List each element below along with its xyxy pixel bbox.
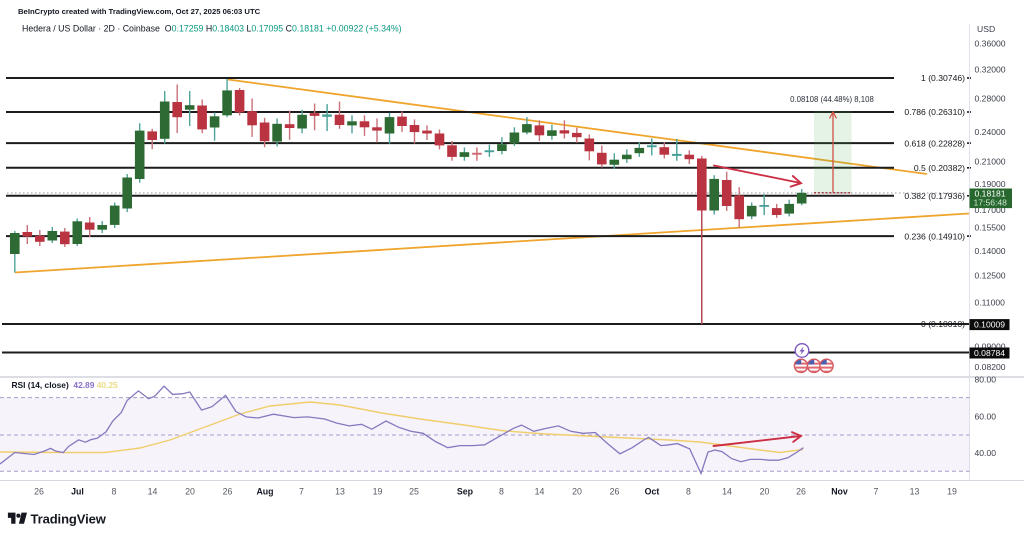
svg-text:26: 26 bbox=[34, 487, 44, 497]
svg-text:8: 8 bbox=[686, 487, 691, 497]
svg-text:1 (0.30746): 1 (0.30746) bbox=[921, 73, 965, 83]
svg-text:20: 20 bbox=[760, 487, 770, 497]
svg-text:Jul: Jul bbox=[71, 487, 84, 497]
svg-text:20: 20 bbox=[185, 487, 195, 497]
svg-text:TradingView: TradingView bbox=[31, 512, 107, 527]
svg-text:26: 26 bbox=[610, 487, 620, 497]
svg-text:Nov: Nov bbox=[831, 487, 848, 497]
svg-text:0 (0.10010): 0 (0.10010) bbox=[921, 319, 965, 329]
svg-text:RSI (14, close) 42.89 40.25: RSI (14, close) 42.89 40.25 bbox=[12, 380, 119, 390]
svg-text:0.786 (0.26310): 0.786 (0.26310) bbox=[904, 107, 965, 117]
svg-text:8: 8 bbox=[499, 487, 504, 497]
svg-text:13: 13 bbox=[910, 487, 920, 497]
svg-text:7: 7 bbox=[299, 487, 304, 497]
svg-text:0.10009: 0.10009 bbox=[974, 320, 1005, 330]
svg-text:7: 7 bbox=[874, 487, 879, 497]
svg-text:80.00: 80.00 bbox=[975, 375, 997, 385]
svg-text:0.5 (0.20382): 0.5 (0.20382) bbox=[914, 163, 965, 173]
svg-text:20: 20 bbox=[572, 487, 582, 497]
svg-text:0.21000: 0.21000 bbox=[975, 156, 1006, 166]
svg-text:14: 14 bbox=[148, 487, 158, 497]
svg-text:17:56:48: 17:56:48 bbox=[974, 197, 1008, 207]
svg-text:0.15500: 0.15500 bbox=[975, 222, 1006, 232]
svg-text:Aug: Aug bbox=[256, 487, 273, 497]
svg-text:0.08784: 0.08784 bbox=[974, 348, 1005, 358]
svg-text:0.28000: 0.28000 bbox=[975, 93, 1006, 103]
svg-text:26: 26 bbox=[223, 487, 233, 497]
svg-text:0.11000: 0.11000 bbox=[975, 298, 1006, 308]
svg-text:0.19000: 0.19000 bbox=[975, 179, 1006, 189]
svg-text:0.18181: 0.18181 bbox=[975, 189, 1006, 199]
svg-text:8: 8 bbox=[112, 487, 117, 497]
svg-text:19: 19 bbox=[373, 487, 383, 497]
svg-text:0.14000: 0.14000 bbox=[975, 246, 1006, 256]
svg-text:0.08108 (44.48%) 8,108: 0.08108 (44.48%) 8,108 bbox=[790, 95, 874, 104]
svg-text:0.24000: 0.24000 bbox=[975, 127, 1006, 137]
svg-text:Oct: Oct bbox=[645, 487, 660, 497]
svg-text:0.12500: 0.12500 bbox=[975, 271, 1006, 281]
svg-text:0.382 (0.17936): 0.382 (0.17936) bbox=[904, 191, 965, 201]
svg-text:Hedera / US Dollar · 2D · Coin: Hedera / US Dollar · 2D · Coinbase O0.17… bbox=[22, 24, 402, 34]
svg-text:BeInCrypto created with Tradin: BeInCrypto created with TradingView.com,… bbox=[18, 7, 261, 16]
svg-text:14: 14 bbox=[535, 487, 545, 497]
svg-text:26: 26 bbox=[796, 487, 806, 497]
svg-text:25: 25 bbox=[409, 487, 419, 497]
svg-text:0.08200: 0.08200 bbox=[975, 362, 1006, 372]
svg-text:60.00: 60.00 bbox=[975, 412, 997, 422]
svg-text:0.236 (0.14910): 0.236 (0.14910) bbox=[904, 231, 965, 241]
svg-text:0.17000: 0.17000 bbox=[975, 205, 1006, 215]
svg-text:40.00: 40.00 bbox=[975, 448, 997, 458]
svg-text:19: 19 bbox=[947, 487, 957, 497]
svg-text:14: 14 bbox=[722, 487, 732, 497]
svg-text:0.36000: 0.36000 bbox=[975, 39, 1006, 49]
svg-text:0.32000: 0.32000 bbox=[975, 64, 1006, 74]
svg-text:USD: USD bbox=[977, 24, 995, 34]
svg-text:13: 13 bbox=[335, 487, 345, 497]
svg-text:Sep: Sep bbox=[457, 487, 474, 497]
svg-text:0.618 (0.22828): 0.618 (0.22828) bbox=[904, 138, 965, 148]
svg-text:0.09000: 0.09000 bbox=[975, 341, 1006, 351]
